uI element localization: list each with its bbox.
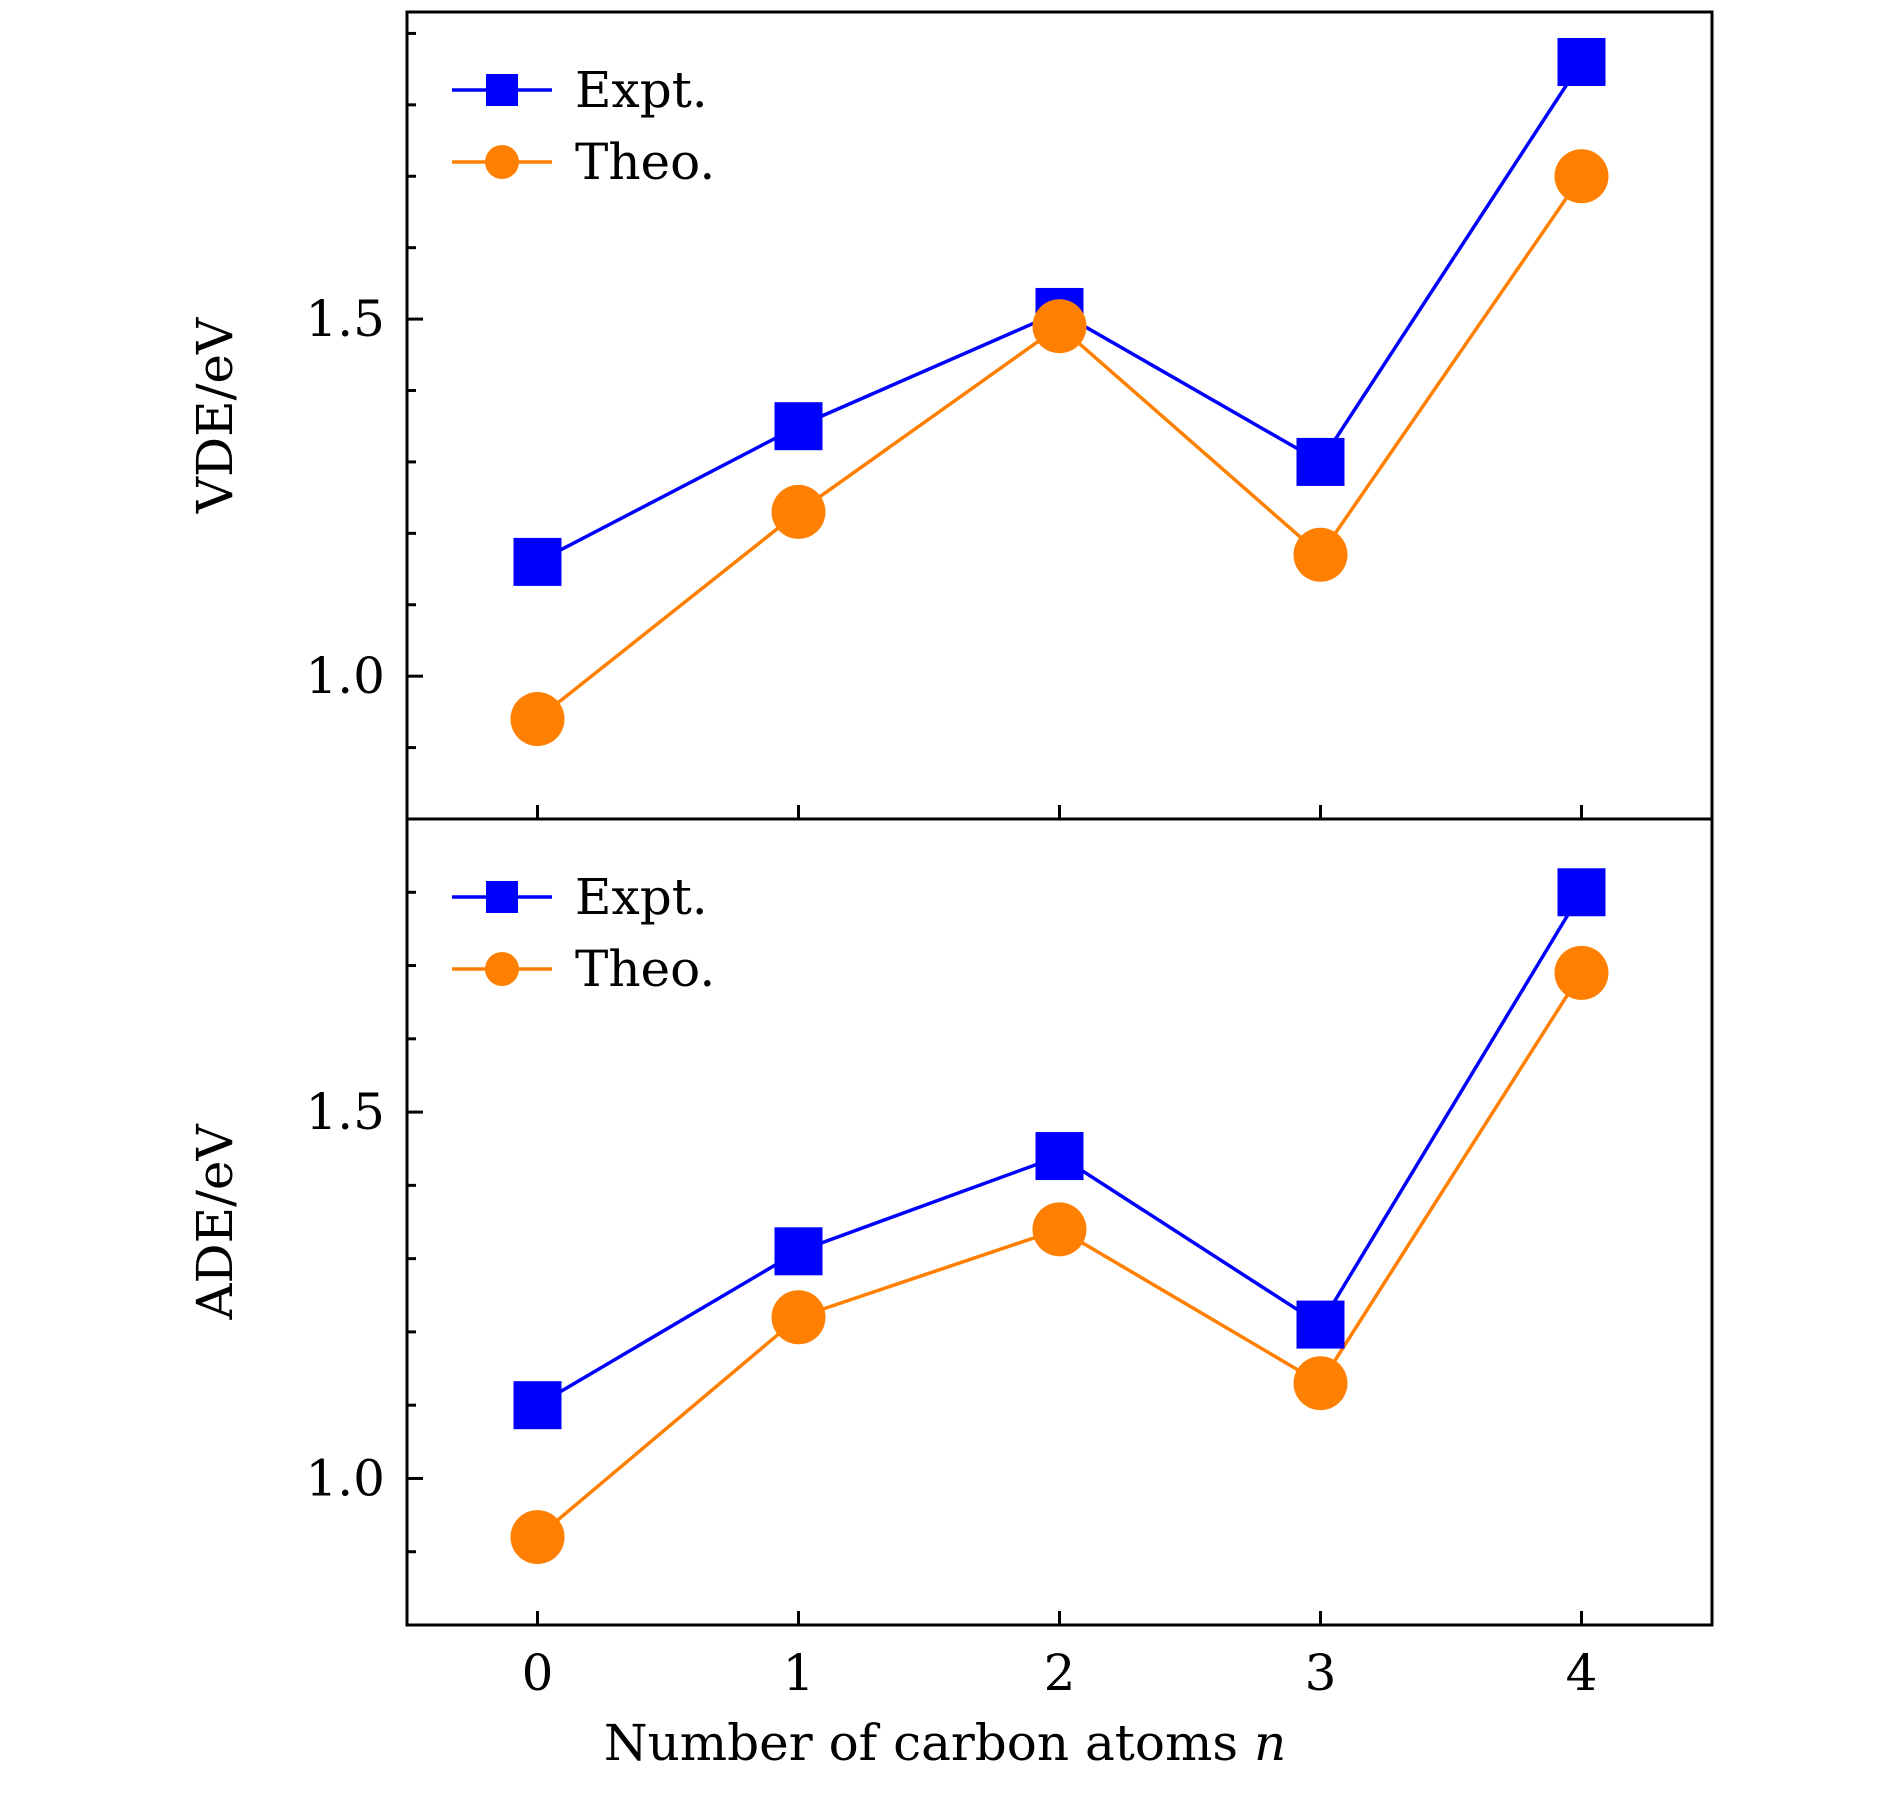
data-point-top-theo bbox=[1293, 527, 1348, 582]
x-tick-label: 4 bbox=[1566, 1644, 1598, 1702]
legend-marker-circle bbox=[485, 952, 519, 986]
x-tick-label: 3 bbox=[1305, 1644, 1337, 1702]
data-point-bottom-expt bbox=[1035, 1132, 1084, 1181]
y-tick-label-bottom: 1.5 bbox=[305, 1083, 385, 1141]
data-point-bottom-expt bbox=[774, 1227, 823, 1276]
legend-marker-square bbox=[486, 881, 518, 913]
data-point-top-expt bbox=[513, 537, 562, 586]
y-tick-label-bottom: 1.0 bbox=[305, 1449, 385, 1507]
legend-label: Expt. bbox=[575, 868, 708, 926]
x-tick-label: 1 bbox=[783, 1644, 815, 1702]
data-point-top-theo bbox=[1554, 149, 1609, 204]
y-tick-label-top: 1.0 bbox=[305, 647, 385, 705]
x-tick-label: 0 bbox=[522, 1644, 554, 1702]
legend-marker-square bbox=[486, 74, 518, 106]
data-point-bottom-expt bbox=[1296, 1300, 1345, 1349]
panel-top: 1.0 1.5 VDE/eV Expt. Theo. bbox=[186, 10, 1714, 821]
legend-bottom: Expt. Theo. bbox=[452, 868, 715, 998]
legend-label: Expt. bbox=[575, 61, 708, 119]
data-point-top-expt bbox=[774, 402, 823, 451]
panel-bottom: 1.0 1.5 ADE/eV Expt. Theo. bbox=[186, 817, 1714, 1627]
panels: 1.0 1.5 VDE/eV Expt. Theo. 1.0 1.5 ADE/eV Expt. T… bbox=[186, 10, 1714, 1627]
shared-x-axis: 0 1 2 3 4 bbox=[522, 1644, 1598, 1702]
data-point-top-theo bbox=[510, 692, 565, 747]
legend-label: Theo. bbox=[575, 940, 715, 998]
y-axis-title-bottom: ADE/eV bbox=[186, 1123, 244, 1320]
data-point-bottom-expt bbox=[513, 1381, 562, 1430]
x-axis-title-text: Number of carbon atoms bbox=[604, 1714, 1254, 1772]
data-point-bottom-theo bbox=[510, 1510, 565, 1565]
data-point-bottom-theo bbox=[1032, 1202, 1087, 1257]
data-point-bottom-theo bbox=[1293, 1356, 1348, 1411]
series-line-top-theo bbox=[536, 175, 1583, 721]
x-tick-label: 2 bbox=[1044, 1644, 1076, 1702]
data-point-bottom-theo bbox=[1554, 945, 1609, 1000]
legend-marker-circle bbox=[485, 145, 519, 179]
data-point-bottom-theo bbox=[771, 1290, 826, 1345]
data-point-bottom-expt bbox=[1557, 868, 1606, 917]
legend-top: Expt. Theo. bbox=[452, 61, 715, 191]
y-tick-label-top: 1.5 bbox=[305, 290, 385, 348]
data-point-top-expt bbox=[1296, 437, 1345, 486]
x-axis-title: Number of carbon atoms n bbox=[604, 1714, 1286, 1772]
data-point-top-theo bbox=[771, 484, 826, 539]
data-point-top-expt bbox=[1557, 37, 1606, 86]
x-axis-title-variable: n bbox=[1254, 1714, 1286, 1772]
y-axis-title-top: VDE/eV bbox=[186, 317, 244, 514]
legend-label: Theo. bbox=[575, 133, 715, 191]
data-point-top-theo bbox=[1032, 299, 1087, 354]
